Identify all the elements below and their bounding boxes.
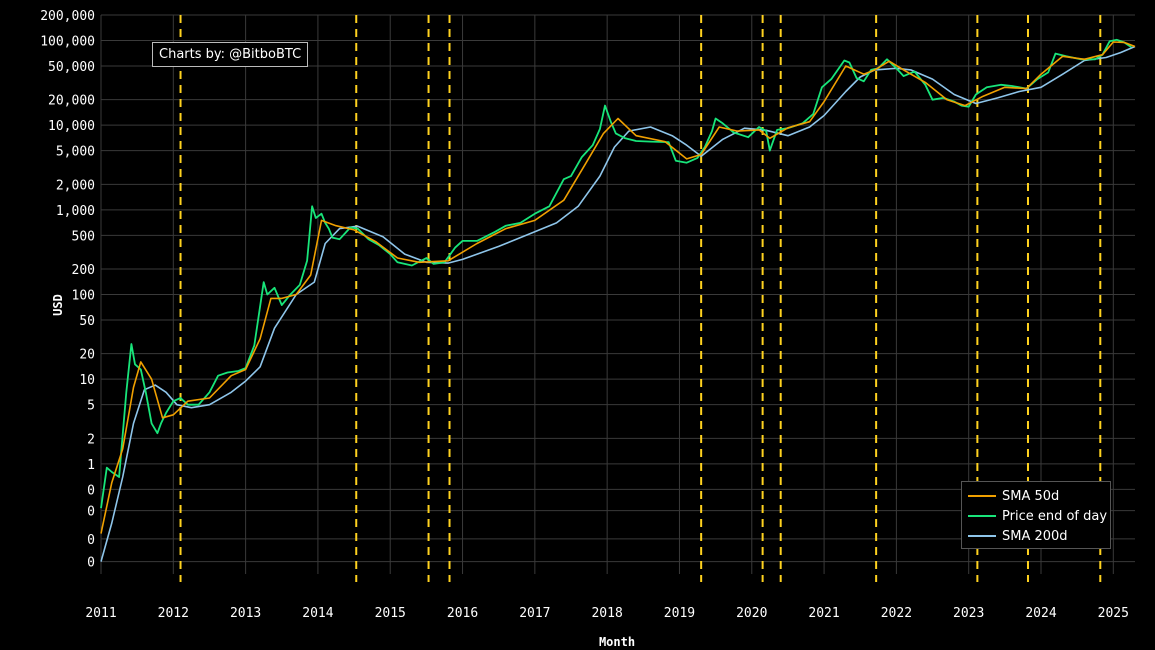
y-tick-label: 1,000	[56, 204, 95, 219]
x-tick-label: 2022	[881, 606, 912, 621]
y-tick-label: 200,000	[40, 9, 95, 24]
series-line-sma-50d	[100, 41, 1136, 534]
x-tick-labels: 2011 2012 2013 2014 2015 2016 2017 2018 2019 2020…	[85, 606, 1129, 621]
y-tick-label: 200	[72, 263, 95, 278]
y-tick-label: 10	[79, 373, 95, 388]
legend-item-sma-200d[interactable]: SMA 200d	[966, 526, 1110, 546]
legend-swatch	[968, 495, 996, 497]
chart-credit: Charts by: @BitboBTC	[152, 42, 309, 67]
x-tick-label: 2017	[519, 606, 550, 621]
legend-label: SMA 200d	[1002, 528, 1068, 544]
y-tick-label: 5,000	[56, 145, 95, 160]
x-tick-label: 2025	[1098, 606, 1129, 621]
x-tick-label: 2016	[447, 606, 478, 621]
series-layer	[100, 38, 1136, 562]
x-tick-label: 2024	[1025, 606, 1056, 621]
y-tick-label: 100	[72, 289, 95, 304]
x-axis-title: Month	[599, 635, 635, 649]
y-tick-label: 0	[87, 505, 95, 520]
y-tick-label: 100,000	[40, 34, 95, 49]
y-tick-label: 0	[87, 556, 95, 571]
x-tick-label: 2020	[736, 606, 767, 621]
y-tick-label: 5	[87, 399, 95, 414]
y-tick-label: 20,000	[48, 94, 95, 109]
y-axis-title: USD	[51, 294, 65, 316]
y-tick-label: 2	[87, 432, 95, 447]
y-tick-label: 0	[87, 483, 95, 498]
y-tick-label: 10,000	[48, 119, 95, 134]
y-tick-label: 1	[87, 458, 95, 473]
y-tick-label: 0	[87, 533, 95, 548]
y-tick-label: 500	[72, 229, 95, 244]
series-line-sma-200d	[100, 45, 1136, 562]
y-tick-labels: 0 0 0 0 1 2 5 10 20 50 100 200 500 1,000 2,000 5,000 10,…	[40, 9, 95, 571]
x-tick-label: 2018	[591, 606, 622, 621]
legend-label: Price end of day	[1002, 508, 1108, 524]
x-tick-label: 2012	[158, 606, 189, 621]
legend-swatch	[968, 515, 996, 517]
x-tick-label: 2015	[375, 606, 406, 621]
y-tick-label: 2,000	[56, 178, 95, 193]
legend: SMA 50d Price end of day SMA 200d	[961, 481, 1111, 549]
legend-item-price[interactable]: Price end of day	[966, 506, 1110, 526]
x-tick-label: 2023	[953, 606, 984, 621]
y-gridlines	[101, 14, 1135, 563]
series-line-price-end-of-day	[100, 38, 1132, 509]
event-markers	[179, 15, 1102, 582]
legend-swatch	[968, 535, 996, 537]
y-tick-label: 50,000	[48, 60, 95, 75]
x-tick-label: 2014	[302, 606, 333, 621]
legend-item-sma-50d[interactable]: SMA 50d	[966, 486, 1110, 506]
x-tick-label: 2013	[230, 606, 261, 621]
x-gridlines	[100, 15, 1114, 574]
x-tick-label: 2019	[664, 606, 695, 621]
y-tick-label: 20	[79, 348, 95, 363]
x-tick-label: 2011	[85, 606, 116, 621]
legend-label: SMA 50d	[1002, 488, 1060, 504]
y-tick-label: 50	[79, 314, 95, 329]
x-tick-label: 2021	[808, 606, 839, 621]
